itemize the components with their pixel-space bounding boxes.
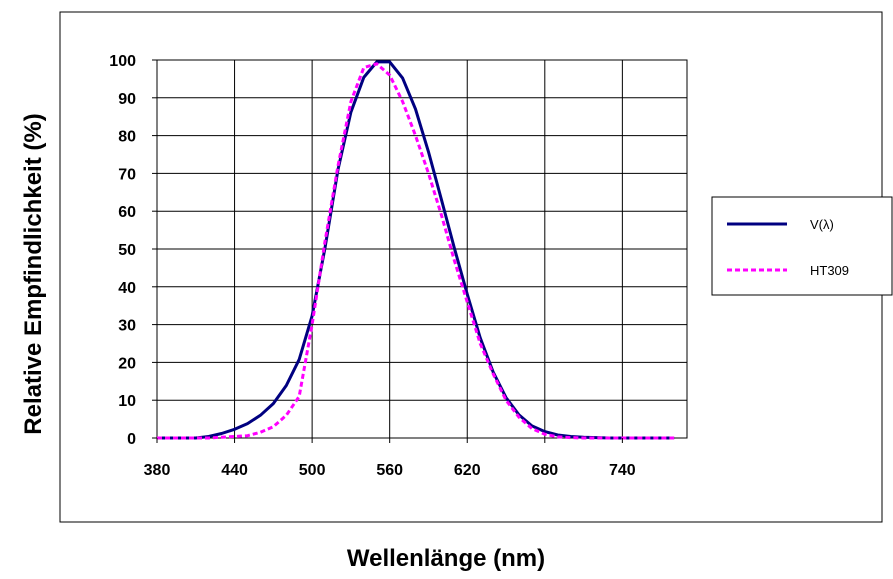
y-tick-label: 90 bbox=[118, 91, 136, 108]
x-tick-label: 620 bbox=[454, 462, 481, 479]
y-tick-label: 70 bbox=[118, 166, 136, 183]
legend-box bbox=[711, 196, 893, 296]
x-tick-label: 740 bbox=[609, 462, 636, 479]
y-tick-label: 80 bbox=[118, 129, 136, 146]
y-axis-title: Relative Empfindlichkeit (%) bbox=[20, 113, 47, 434]
y-tick-label: 100 bbox=[109, 53, 136, 70]
y-tick-label: 30 bbox=[118, 318, 136, 335]
y-tick-label: 60 bbox=[118, 204, 136, 221]
x-tick-label: 440 bbox=[221, 462, 248, 479]
y-tick-label: 40 bbox=[118, 280, 136, 297]
y-tick-label: 10 bbox=[118, 393, 136, 410]
y-tick-label: 0 bbox=[127, 431, 136, 448]
x-axis-title: Wellenlänge (nm) bbox=[347, 545, 545, 572]
x-tick-label: 380 bbox=[144, 462, 171, 479]
x-tick-label: 680 bbox=[531, 462, 558, 479]
legend-label-v-lambda: V(λ) bbox=[810, 217, 834, 232]
series-layer bbox=[157, 60, 675, 440]
y-tick-label: 20 bbox=[118, 355, 136, 372]
series-line-v-lambda bbox=[157, 60, 675, 440]
grid-lines bbox=[157, 60, 687, 438]
x-tick-label: 500 bbox=[299, 462, 326, 479]
x-tick-label: 560 bbox=[376, 462, 403, 479]
tick-labels: 0 10 20 30 40 50 60 70 80 90 100 380 440 500 560 620 680… bbox=[109, 53, 636, 479]
legend-label-ht309: HT309 bbox=[810, 263, 849, 278]
legend: V(λ) HT309 bbox=[711, 196, 893, 296]
y-tick-label: 50 bbox=[118, 242, 136, 259]
